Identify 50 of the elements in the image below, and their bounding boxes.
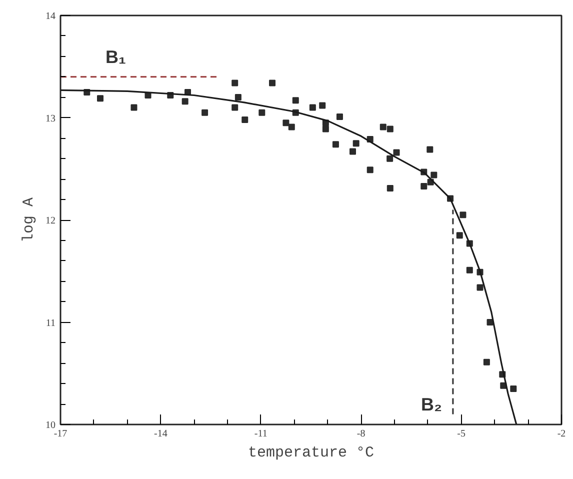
x-tick-label: -2 [557, 428, 566, 440]
x-tick-label: -11 [254, 428, 268, 440]
point [386, 185, 394, 192]
point [182, 98, 188, 105]
point [309, 104, 316, 111]
point [366, 166, 374, 174]
point [322, 126, 329, 132]
point [380, 124, 386, 130]
point [288, 124, 295, 130]
point [332, 141, 339, 148]
y-tick-label: 13 [46, 113, 56, 124]
x-tick-label: -14 [154, 428, 168, 440]
point [510, 385, 517, 392]
point [456, 232, 463, 239]
point [466, 266, 473, 274]
point [420, 183, 428, 190]
point [96, 95, 104, 102]
x-axis-title: temperature °C [248, 444, 374, 462]
point [234, 94, 242, 101]
y-tick-label: 10 [46, 420, 56, 431]
point [426, 146, 434, 153]
point [292, 97, 299, 104]
point [350, 148, 356, 155]
point [130, 104, 138, 111]
y-tick-label: 11 [46, 318, 56, 329]
point [460, 212, 466, 218]
point [352, 140, 360, 147]
point [242, 116, 248, 124]
point [393, 149, 400, 156]
point [476, 284, 484, 291]
series-label: B₁ [106, 46, 126, 67]
point [336, 113, 343, 120]
point [202, 109, 208, 116]
y-tick-label: 12 [46, 216, 56, 226]
x-tick-label: -8 [356, 428, 366, 440]
point [386, 126, 394, 132]
y-axis-title: log A [20, 197, 38, 243]
point [319, 102, 326, 109]
point [258, 109, 266, 116]
series-label: B₂ [420, 394, 442, 414]
x-tick-label: -5 [457, 428, 466, 440]
point [232, 104, 238, 111]
point [430, 172, 438, 178]
y-tick-label: 14 [46, 11, 56, 22]
point [232, 80, 238, 86]
point [483, 358, 490, 366]
x-tick-label: -17 [54, 428, 68, 440]
point [269, 80, 276, 86]
point [282, 120, 290, 126]
point [386, 155, 394, 162]
